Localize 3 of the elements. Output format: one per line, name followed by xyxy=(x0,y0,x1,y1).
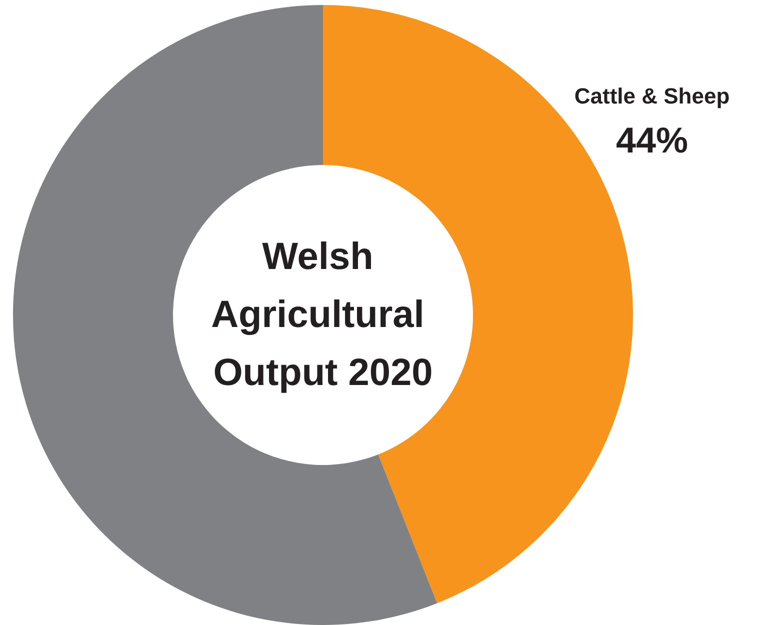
data-label: 44% xyxy=(616,120,688,160)
slice-label: Cattle & Sheep xyxy=(574,84,730,108)
text: Welsh Agricultural Output 2020 xyxy=(211,236,435,394)
